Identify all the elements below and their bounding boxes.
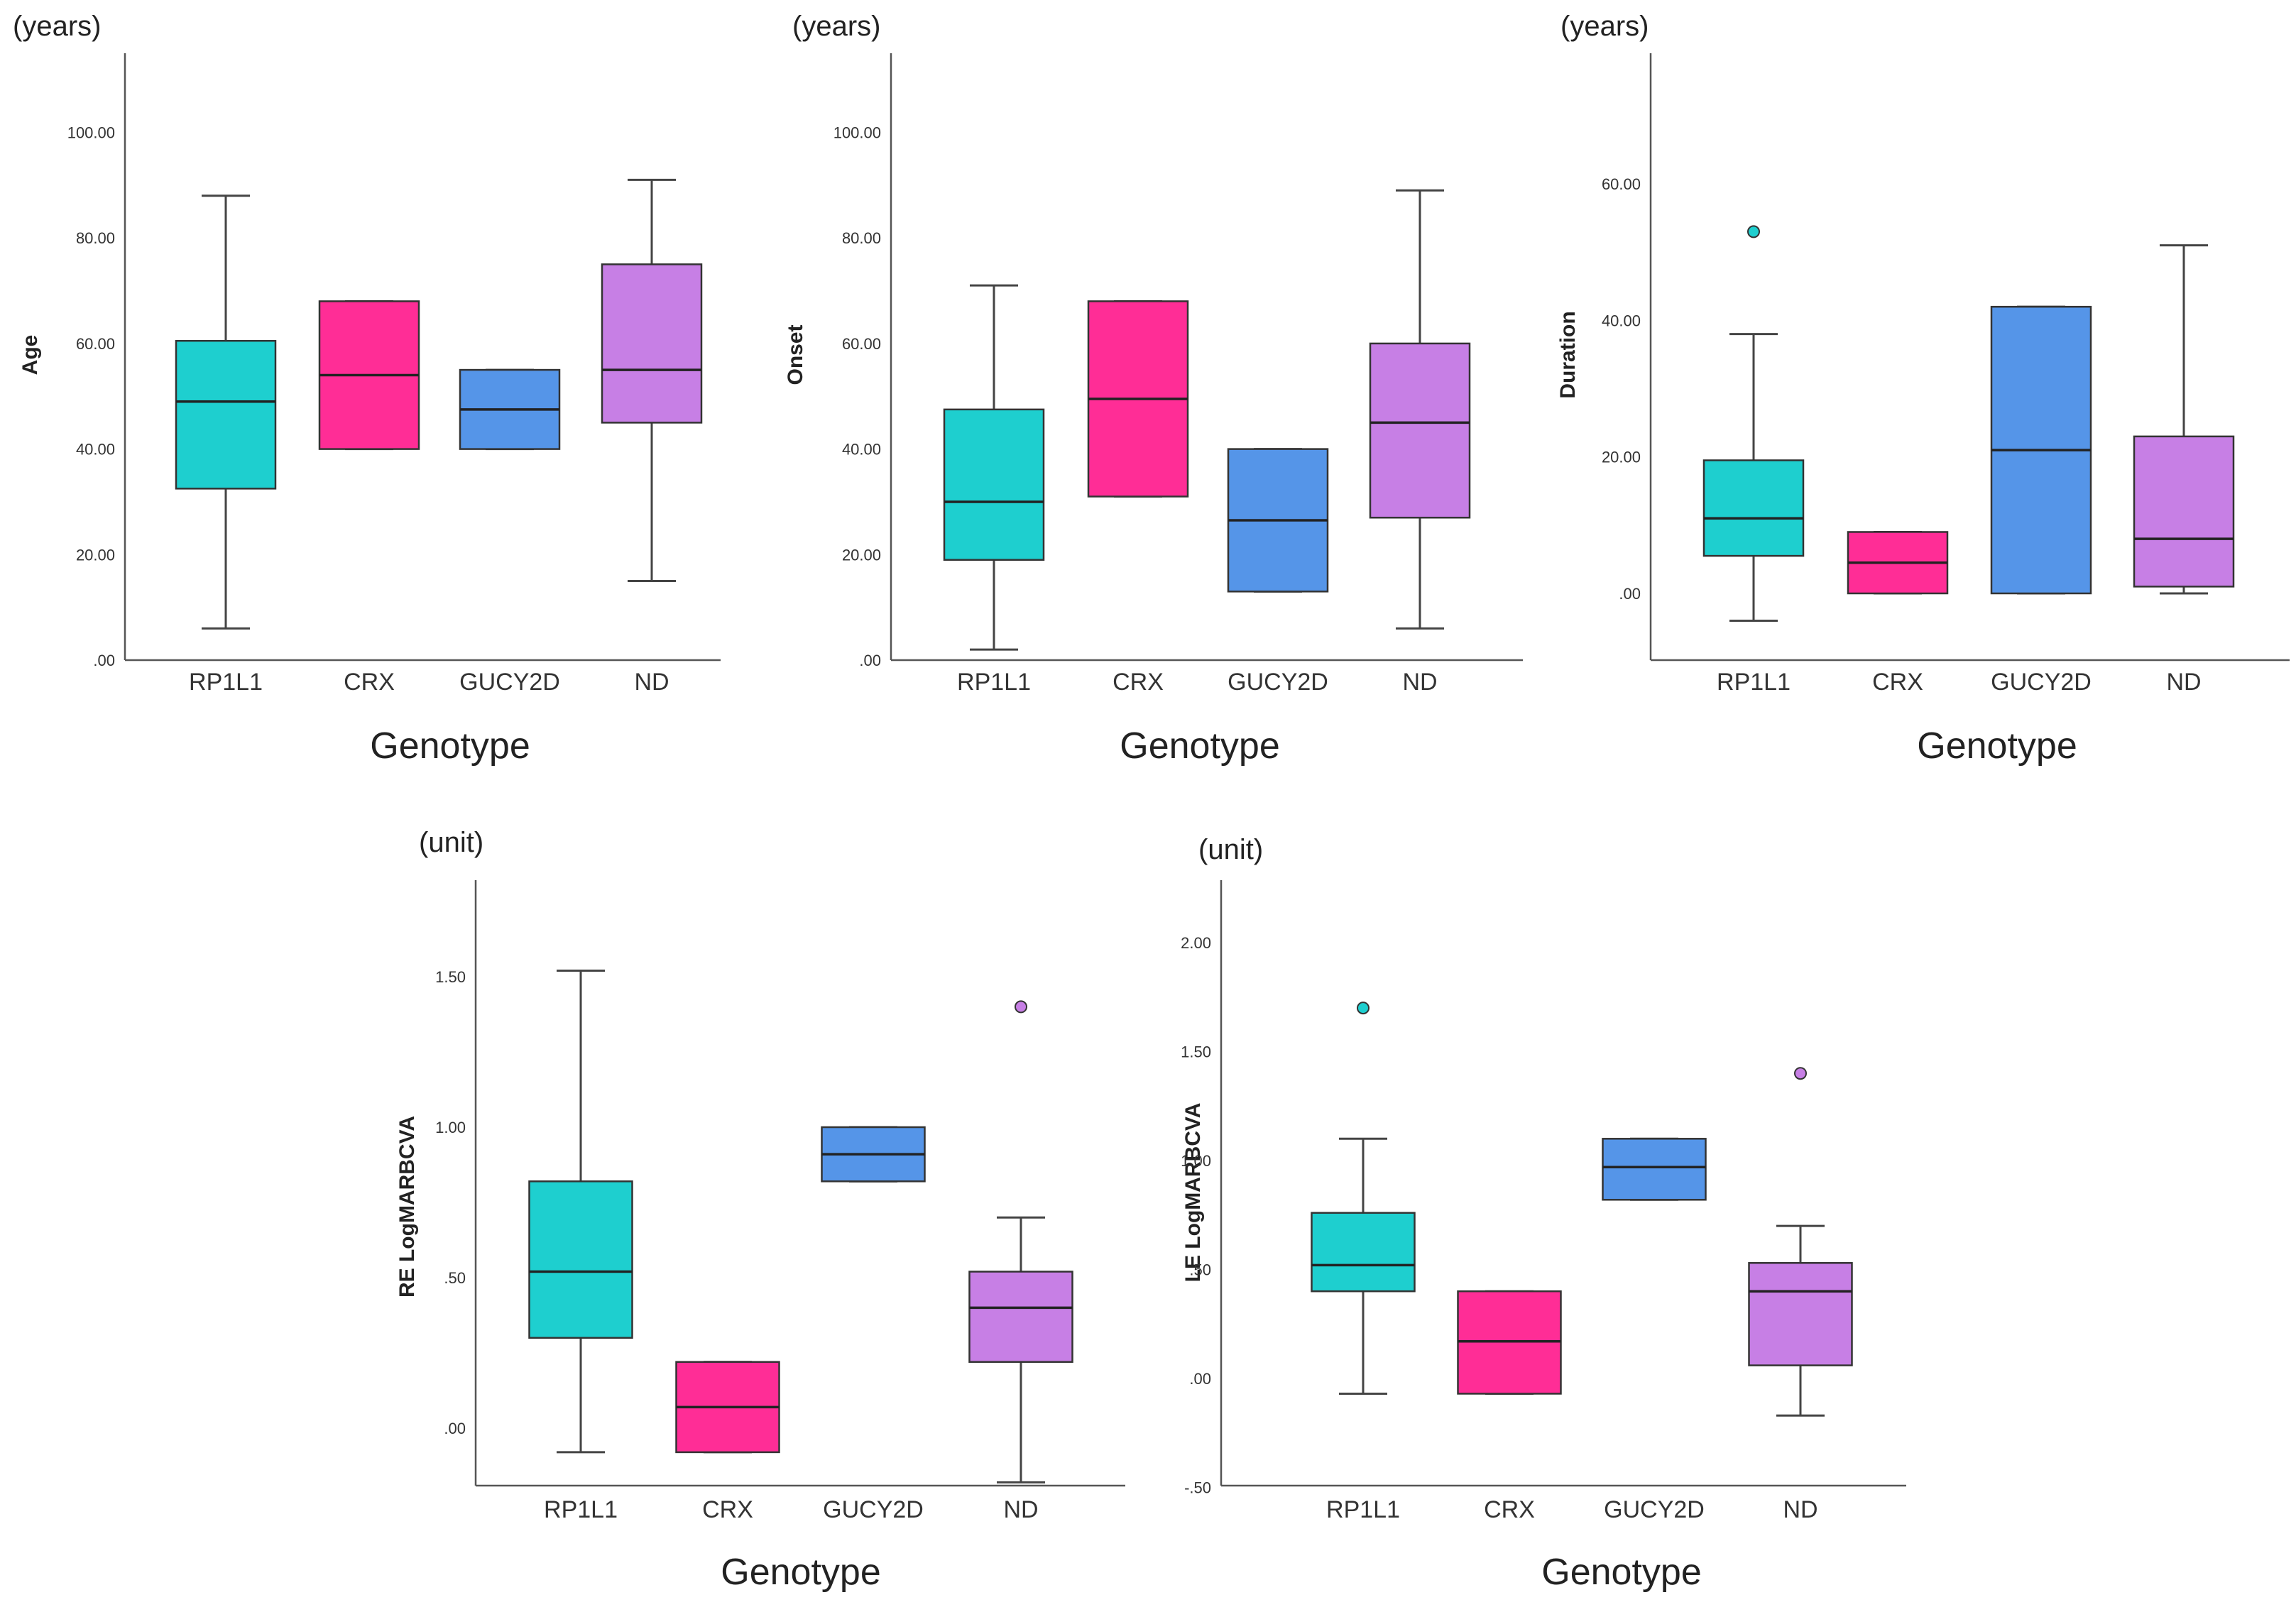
chart5-ytick-label: 2.00 xyxy=(1181,934,1211,952)
chart4-category-label: RP1L1 xyxy=(544,1496,618,1523)
chart3-ytick-label: 40.00 xyxy=(1602,312,1641,329)
chart1-category-label: CRX xyxy=(344,669,395,696)
chart2-category-label: RP1L1 xyxy=(957,669,1031,696)
chart5-ytick-label: .50 xyxy=(1189,1261,1211,1279)
chart2-ytick-label: 20.00 xyxy=(842,546,881,564)
chart2-category-label: GUCY2D xyxy=(1228,669,1328,696)
chart3-ytick-label: .00 xyxy=(1619,585,1641,603)
chart5-outlier-point xyxy=(1794,1067,1807,1080)
chart2-box-nd xyxy=(1369,342,1471,519)
chart2-ytick-label: 60.00 xyxy=(842,335,881,353)
chart3-ytick-label: 20.00 xyxy=(1602,449,1641,466)
chart3-outlier-point xyxy=(1747,225,1760,238)
chart5-category-label: RP1L1 xyxy=(1326,1496,1400,1523)
chart2-category-label: CRX xyxy=(1113,669,1164,696)
chart1-ytick-label: .00 xyxy=(93,652,115,669)
chart2-ytick-label: .00 xyxy=(859,652,881,669)
chart1-xlabel: Genotype xyxy=(370,725,530,767)
chart4-category-label: ND xyxy=(1003,1496,1038,1523)
chart1-box-rp1l1 xyxy=(175,339,277,490)
chart5-ytick-label: .00 xyxy=(1189,1370,1211,1388)
chart1-category-label: ND xyxy=(634,669,669,696)
chart5-xlabel: Genotype xyxy=(1541,1552,1702,1593)
chart1-category-label: GUCY2D xyxy=(459,669,560,696)
chart3-xlabel: Genotype xyxy=(1917,725,2077,767)
chart4-category-label: CRX xyxy=(702,1496,753,1523)
chart4-category-label: GUCY2D xyxy=(823,1496,924,1523)
chart2-box-rp1l1 xyxy=(943,408,1045,561)
chart5-box-gucy2d xyxy=(1602,1138,1707,1201)
chart1-ytick-label: 100.00 xyxy=(67,124,115,142)
chart2-ytick-label: 40.00 xyxy=(842,441,881,459)
chart1-unit-label: (years) xyxy=(13,11,101,42)
chart1-ytick-label: 80.00 xyxy=(76,229,115,247)
chart5-ytick-label: 1.00 xyxy=(1181,1152,1211,1170)
chart2-unit-label: (years) xyxy=(792,11,880,42)
chart1-box-nd xyxy=(601,263,703,424)
chart5-category-label: ND xyxy=(1783,1496,1817,1523)
chart1-ylabel: Age xyxy=(18,335,42,375)
chart3-ylabel: Duration xyxy=(1556,311,1580,398)
chart5-outlier-point xyxy=(1357,1002,1370,1015)
chart2-ytick-label: 80.00 xyxy=(842,229,881,247)
chart5-unit-label: (unit) xyxy=(1198,834,1263,865)
chart3-unit-label: (years) xyxy=(1560,11,1649,42)
chart2-ytick-label: 100.00 xyxy=(833,124,881,142)
chart4-ytick-label: 1.00 xyxy=(435,1119,466,1136)
chart1-ytick-label: 20.00 xyxy=(76,546,115,564)
chart5-ytick-label: -.50 xyxy=(1184,1479,1211,1497)
chart5-ylabel: LE LogMARBCVA xyxy=(1181,1103,1205,1283)
chart1-ytick-label: 60.00 xyxy=(76,335,115,353)
chart2-category-label: ND xyxy=(1402,669,1437,696)
chart2-xlabel: Genotype xyxy=(1120,725,1280,767)
chart3-box-rp1l1 xyxy=(1702,459,1805,557)
chart2-ylabel: Onset xyxy=(784,324,807,385)
chart1-category-label: RP1L1 xyxy=(189,669,263,696)
chart4-ytick-label: .50 xyxy=(444,1269,466,1287)
chart1-ytick-label: 40.00 xyxy=(76,441,115,459)
chart3-box-nd xyxy=(2133,435,2235,588)
chart3-category-label: RP1L1 xyxy=(1717,669,1791,696)
chart4-outlier-point xyxy=(1015,1000,1027,1014)
chart3-category-label: GUCY2D xyxy=(1991,669,2092,696)
chart5-category-label: CRX xyxy=(1484,1496,1535,1523)
chart4-xlabel: Genotype xyxy=(721,1552,881,1593)
chart4-ytick-label: 1.50 xyxy=(435,968,466,986)
chart3-category-label: CRX xyxy=(1872,669,1923,696)
chart5-box-rp1l1 xyxy=(1311,1212,1416,1293)
chart4-unit-label: (unit) xyxy=(419,827,483,858)
chart4-box-rp1l1 xyxy=(528,1180,633,1339)
chart4-box-nd xyxy=(968,1271,1073,1363)
chart5-category-label: GUCY2D xyxy=(1604,1496,1705,1523)
chart5-ytick-label: 1.50 xyxy=(1181,1043,1211,1061)
chart4-ylabel: RE LogMARBCVA xyxy=(395,1116,419,1298)
chart3-category-label: ND xyxy=(2166,669,2201,696)
chart3-ytick-label: 60.00 xyxy=(1602,175,1641,193)
chart5-box-nd xyxy=(1748,1262,1853,1366)
chart4-ytick-label: .00 xyxy=(444,1420,466,1437)
